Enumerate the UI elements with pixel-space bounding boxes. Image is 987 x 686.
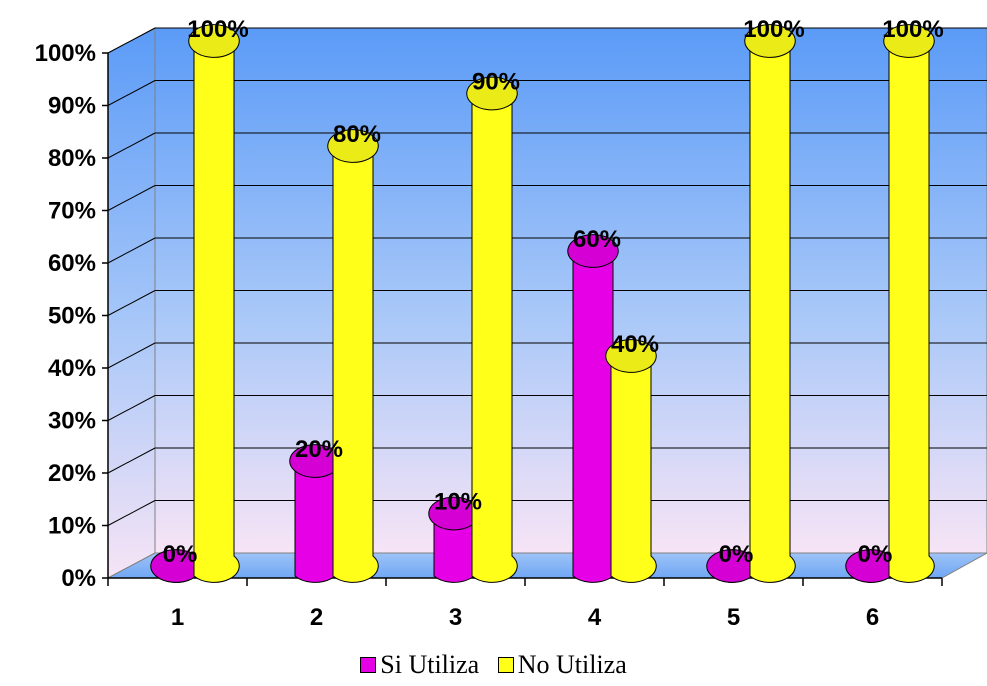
- data-label: 90%: [472, 69, 520, 96]
- x-tick-label: 2: [310, 604, 323, 631]
- gridline-side: [107, 342, 156, 369]
- data-label: 100%: [187, 16, 248, 43]
- bar-no-utiliza-4: [610, 345, 657, 583]
- plot-wall: [107, 27, 987, 579]
- y-tick-label: 40%: [48, 355, 96, 382]
- gridline-side: [107, 447, 156, 474]
- data-labels: 0% 100% 20% 80% 10% 90% 60% 40% 0% 100% 0% 100%: [163, 16, 944, 568]
- legend-swatch-si-utiliza: [360, 657, 377, 673]
- bar-top-no-utiliza-4: [605, 339, 657, 373]
- y-tick-label: 70%: [48, 198, 96, 225]
- gridline-side: [107, 290, 156, 316]
- legend-item-no-utiliza: No Utiliza: [497, 650, 627, 680]
- bar-no-utiliza-2: [332, 135, 379, 583]
- gridline-side: [107, 500, 156, 526]
- bar-top-no-utiliza-6: [883, 24, 935, 58]
- x-tick-label: 1: [171, 604, 184, 631]
- x-tick-label: 4: [588, 604, 602, 631]
- gridline-side: [107, 27, 156, 54]
- y-tick-label: 50%: [48, 303, 96, 330]
- data-label: 100%: [743, 16, 804, 43]
- bar-top-no-utiliza-2: [327, 129, 379, 163]
- axes: 0% 10% 20% 30% 40% 50% 60% 70% 80% 90% 100% 1 2 3 4 5 6: [35, 40, 943, 631]
- bar-no-utiliza-1: [193, 30, 240, 583]
- x-tick-label: 3: [449, 604, 462, 631]
- gridline-side: [107, 132, 156, 159]
- data-label: 0%: [858, 541, 893, 568]
- y-tick-label: 60%: [48, 250, 96, 277]
- legend-label-si-utiliza: Si Utiliza: [380, 650, 480, 679]
- x-tick-label: 5: [727, 604, 740, 631]
- y-tick-label: 0%: [61, 565, 96, 592]
- x-tick-label: 6: [866, 604, 879, 631]
- bar-top-si-utiliza-4: [567, 234, 619, 268]
- data-label: 0%: [163, 541, 198, 568]
- gridline-side: [107, 80, 156, 106]
- bar-top-no-utiliza-3: [466, 76, 518, 111]
- legend: Si Utiliza No Utiliza: [0, 650, 987, 680]
- legend-swatch-no-utiliza: [497, 657, 514, 673]
- data-label: 10%: [434, 489, 482, 516]
- legend-item-si-utiliza: Si Utiliza: [360, 650, 479, 680]
- bar-no-utiliza-5: [749, 30, 796, 583]
- bar-top-no-utiliza-1: [188, 24, 240, 58]
- data-label: 40%: [611, 331, 659, 358]
- bar-top-no-utiliza-5: [744, 24, 796, 58]
- gridline-side: [107, 237, 156, 264]
- bar-no-utiliza-3: [471, 82, 518, 583]
- y-tick-label: 100%: [35, 40, 96, 67]
- gridline-side: [107, 395, 156, 421]
- gridlines: [107, 27, 987, 526]
- data-label: 100%: [882, 16, 943, 43]
- y-tick-label: 10%: [48, 513, 96, 540]
- bar-no-utiliza-6: [888, 30, 935, 583]
- data-label: 20%: [295, 436, 343, 463]
- y-tick-label: 20%: [48, 460, 96, 487]
- data-label: 0%: [719, 541, 754, 568]
- legend-label-no-utiliza: No Utiliza: [517, 650, 627, 679]
- y-tick-label: 30%: [48, 408, 96, 435]
- y-tick-label: 90%: [48, 93, 96, 120]
- data-label: 80%: [333, 121, 381, 148]
- data-label: 60%: [573, 226, 621, 253]
- y-tick-label: 80%: [48, 145, 96, 172]
- bars: [150, 24, 935, 583]
- gridline-side: [107, 185, 156, 211]
